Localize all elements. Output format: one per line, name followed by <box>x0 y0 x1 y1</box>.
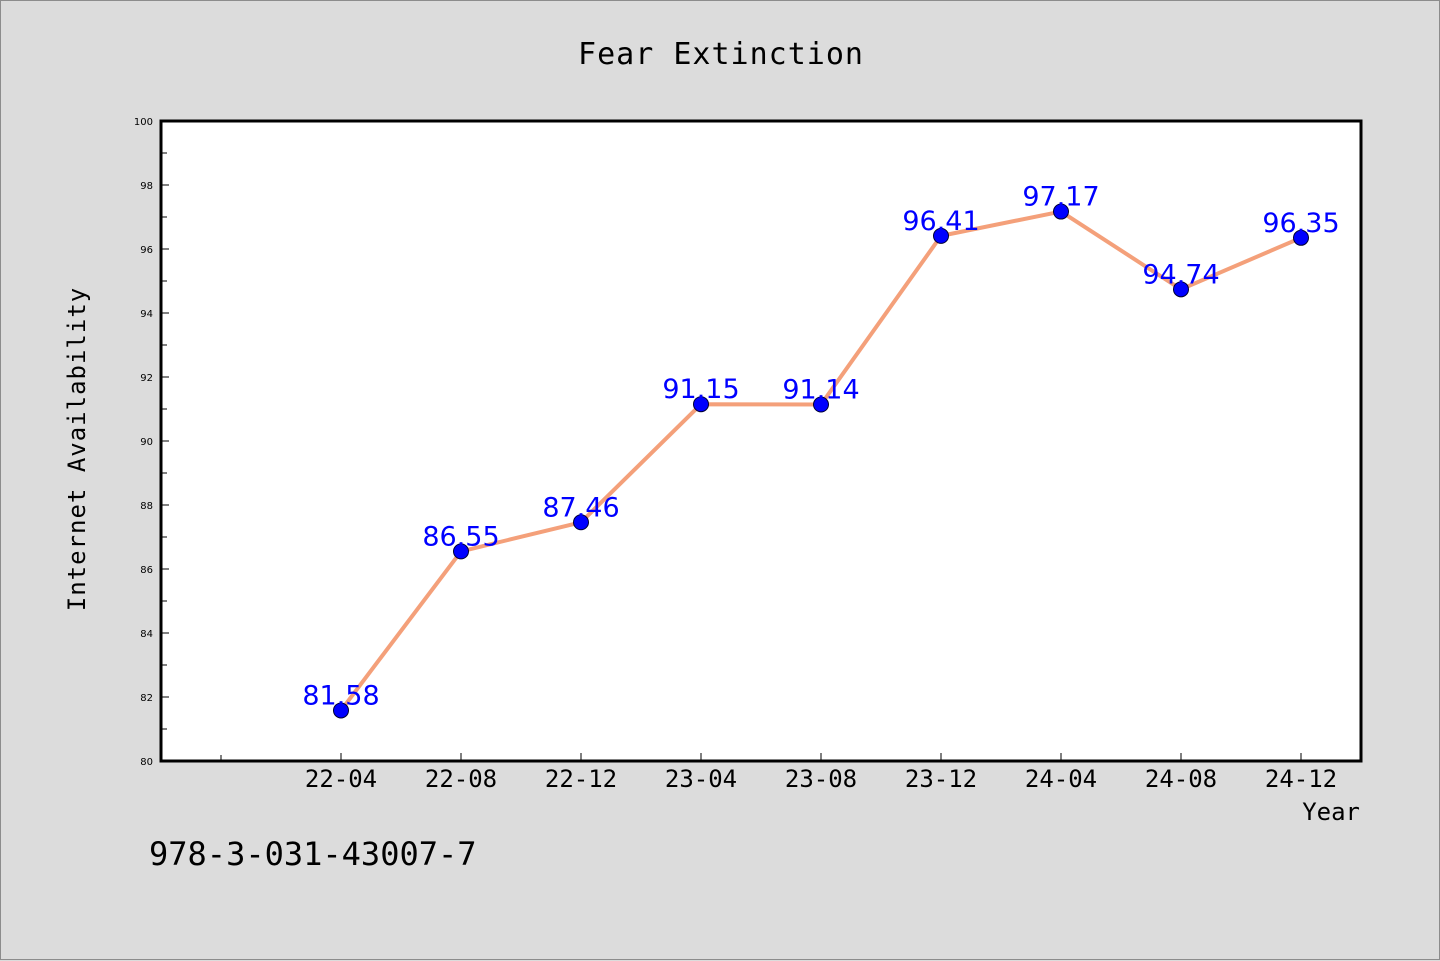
data-label: 86.55 <box>422 521 499 552</box>
data-label: 91.14 <box>782 375 859 406</box>
y-axis: 80 82 84 86 88 90 92 94 96 98 100 <box>134 117 169 768</box>
chart-title: Fear Extinction <box>578 37 864 72</box>
y-tick-label: 98 <box>140 181 153 192</box>
data-point <box>333 702 349 719</box>
data-point <box>1173 281 1189 298</box>
x-tick-label: 24-08 <box>1145 765 1217 793</box>
y-tick-label: 100 <box>134 117 153 128</box>
y-tick-label: 88 <box>140 501 153 512</box>
data-label: 87.46 <box>542 492 619 523</box>
x-axis: 22-04 22-08 22-12 23-04 23-08 23-12 24-04 24-08… <box>220 753 1337 793</box>
y-tick-label: 86 <box>140 565 153 576</box>
data-label: 97.17 <box>1022 182 1099 213</box>
x-tick-label: 23-04 <box>665 765 737 793</box>
y-tick-label: 96 <box>140 245 153 256</box>
data-label: 96.35 <box>1262 208 1339 239</box>
data-point <box>573 514 589 531</box>
data-label: 91.15 <box>662 374 739 405</box>
y-tick-label: 80 <box>140 757 153 768</box>
data-point <box>1053 203 1069 220</box>
x-tick-label: 24-12 <box>1265 765 1337 793</box>
y-tick-label: 92 <box>140 373 153 384</box>
x-axis-label: Year <box>1302 798 1360 826</box>
data-label: 96.41 <box>902 206 979 237</box>
data-point <box>933 227 949 244</box>
x-tick-label: 23-08 <box>785 765 857 793</box>
y-tick-label: 90 <box>140 437 153 448</box>
y-tick-label: 84 <box>140 629 153 640</box>
data-label: 81.58 <box>302 680 379 711</box>
y-tick-label: 82 <box>140 693 153 704</box>
x-tick-label: 22-12 <box>545 765 617 793</box>
data-label: 94.74 <box>1142 259 1219 290</box>
data-point <box>453 543 469 560</box>
data-markers <box>333 203 1309 719</box>
isbn-text: 978-3-031-43007-7 <box>149 835 477 873</box>
data-point <box>693 396 709 413</box>
x-tick-label: 22-08 <box>425 765 497 793</box>
y-tick-label: 94 <box>140 309 153 320</box>
x-tick-label: 22-04 <box>305 765 377 793</box>
data-point <box>1293 229 1309 246</box>
x-tick-label: 24-04 <box>1025 765 1097 793</box>
x-tick-label: 23-12 <box>905 765 977 793</box>
data-labels: 81.58 86.55 87.46 91.15 91.14 96.41 97.17 94.74… <box>302 182 1339 712</box>
plot-area <box>159 119 1363 763</box>
y-axis-label: Internet Availability <box>63 287 91 611</box>
data-point <box>813 396 829 413</box>
